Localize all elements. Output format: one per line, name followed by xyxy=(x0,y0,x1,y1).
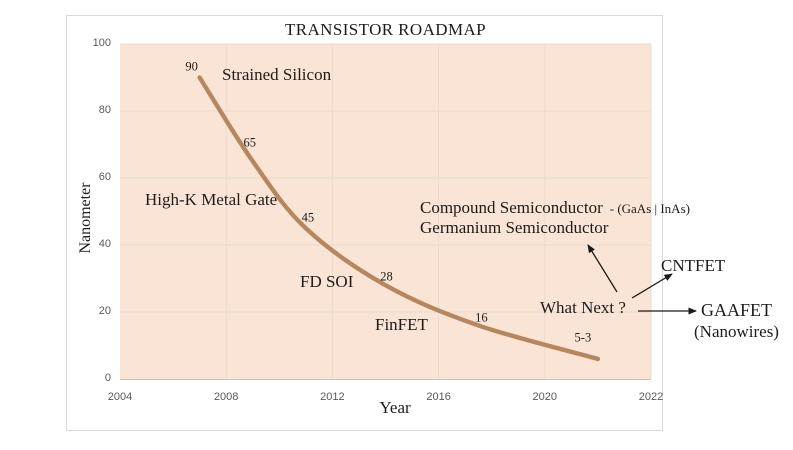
plot-area xyxy=(120,44,651,380)
annotation-gaafet: GAAFET xyxy=(701,300,772,320)
annotation-nanowires: (Nanowires) xyxy=(694,322,779,341)
annotation-cntfet: CNTFET xyxy=(661,256,726,275)
